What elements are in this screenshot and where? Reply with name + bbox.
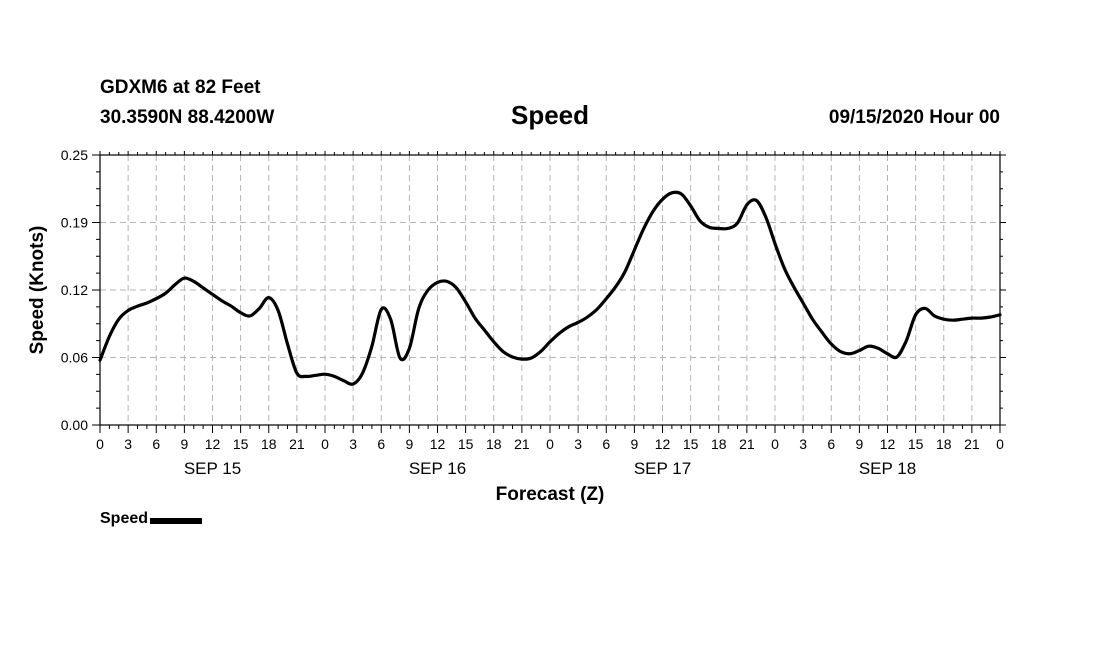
y-tick-label: 0.06 bbox=[61, 350, 88, 366]
x-tick-label: 15 bbox=[683, 436, 699, 452]
station-label: GDXM6 at 82 Feet bbox=[100, 77, 261, 98]
x-tick-label: 9 bbox=[405, 436, 413, 452]
y-tick-label: 0.19 bbox=[61, 215, 88, 231]
legend-label: Speed bbox=[100, 510, 149, 527]
x-tick-label: 12 bbox=[205, 436, 221, 452]
x-tick-label: 9 bbox=[180, 436, 188, 452]
x-tick-label: 0 bbox=[996, 436, 1004, 452]
y-tick-label: 0.25 bbox=[61, 147, 88, 163]
x-tick-label: 6 bbox=[602, 436, 610, 452]
x-tick-label: 18 bbox=[486, 436, 502, 452]
day-label: SEP 18 bbox=[859, 459, 916, 478]
x-tick-label: 21 bbox=[514, 436, 530, 452]
day-labels: SEP 15 SEP 16 SEP 17 SEP 18 bbox=[184, 459, 916, 478]
x-tick-label: 18 bbox=[261, 436, 277, 452]
chart-title: Speed bbox=[510, 100, 590, 130]
y-tick-label: 0.12 bbox=[61, 282, 88, 298]
forecast-datetime: 09/15/2020 Hour 00 bbox=[828, 107, 1000, 128]
y-tick-label: 0.00 bbox=[61, 417, 88, 433]
x-tick-label: 18 bbox=[936, 436, 952, 452]
x-tick-label: 21 bbox=[964, 436, 980, 452]
y-tick-labels: 0.00 0.06 0.12 0.19 0.25 bbox=[61, 147, 88, 433]
x-tick-labels: 0 3 6 9 12 15 18 21 0 3 6 9 12 15 18 21 0 3 6 9 12 15 18 21 0 3 6 9… bbox=[96, 436, 1004, 452]
day-label: SEP 17 bbox=[634, 459, 691, 478]
x-tick-label: 6 bbox=[827, 436, 835, 452]
x-tick-label: 0 bbox=[546, 436, 554, 452]
x-tick-label: 12 bbox=[880, 436, 896, 452]
x-tick-label: 3 bbox=[124, 436, 132, 452]
x-tick-label: 0 bbox=[96, 436, 104, 452]
x-tick-label: 0 bbox=[321, 436, 329, 452]
tick-marks bbox=[92, 151, 1006, 433]
x-tick-label: 6 bbox=[377, 436, 385, 452]
speed-series-line bbox=[98, 190, 1002, 386]
x-axis-label: Forecast (Z) bbox=[496, 484, 605, 505]
x-tick-label: 12 bbox=[430, 436, 446, 452]
x-tick-label: 21 bbox=[289, 436, 305, 452]
x-tick-label: 3 bbox=[349, 436, 357, 452]
x-tick-label: 9 bbox=[630, 436, 638, 452]
y-axis-label: Speed (Knots) bbox=[27, 226, 48, 355]
grid-lines bbox=[100, 155, 1000, 425]
x-tick-label: 15 bbox=[458, 436, 474, 452]
x-tick-label: 21 bbox=[739, 436, 755, 452]
legend: Speed bbox=[100, 510, 203, 528]
legend-line-swatch bbox=[150, 518, 203, 524]
x-tick-label: 6 bbox=[152, 436, 160, 452]
plot-frame bbox=[99, 154, 1001, 426]
day-label: SEP 16 bbox=[409, 459, 466, 478]
x-tick-label: 15 bbox=[233, 436, 249, 452]
station-coordinates: 30.3590N 88.4200W bbox=[100, 107, 275, 128]
x-tick-label: 15 bbox=[908, 436, 924, 452]
x-tick-label: 9 bbox=[855, 436, 863, 452]
x-tick-label: 3 bbox=[574, 436, 582, 452]
day-label: SEP 15 bbox=[184, 459, 241, 478]
x-tick-label: 12 bbox=[655, 436, 671, 452]
x-tick-label: 18 bbox=[711, 436, 727, 452]
x-tick-label: 0 bbox=[771, 436, 779, 452]
x-tick-label: 3 bbox=[799, 436, 807, 452]
